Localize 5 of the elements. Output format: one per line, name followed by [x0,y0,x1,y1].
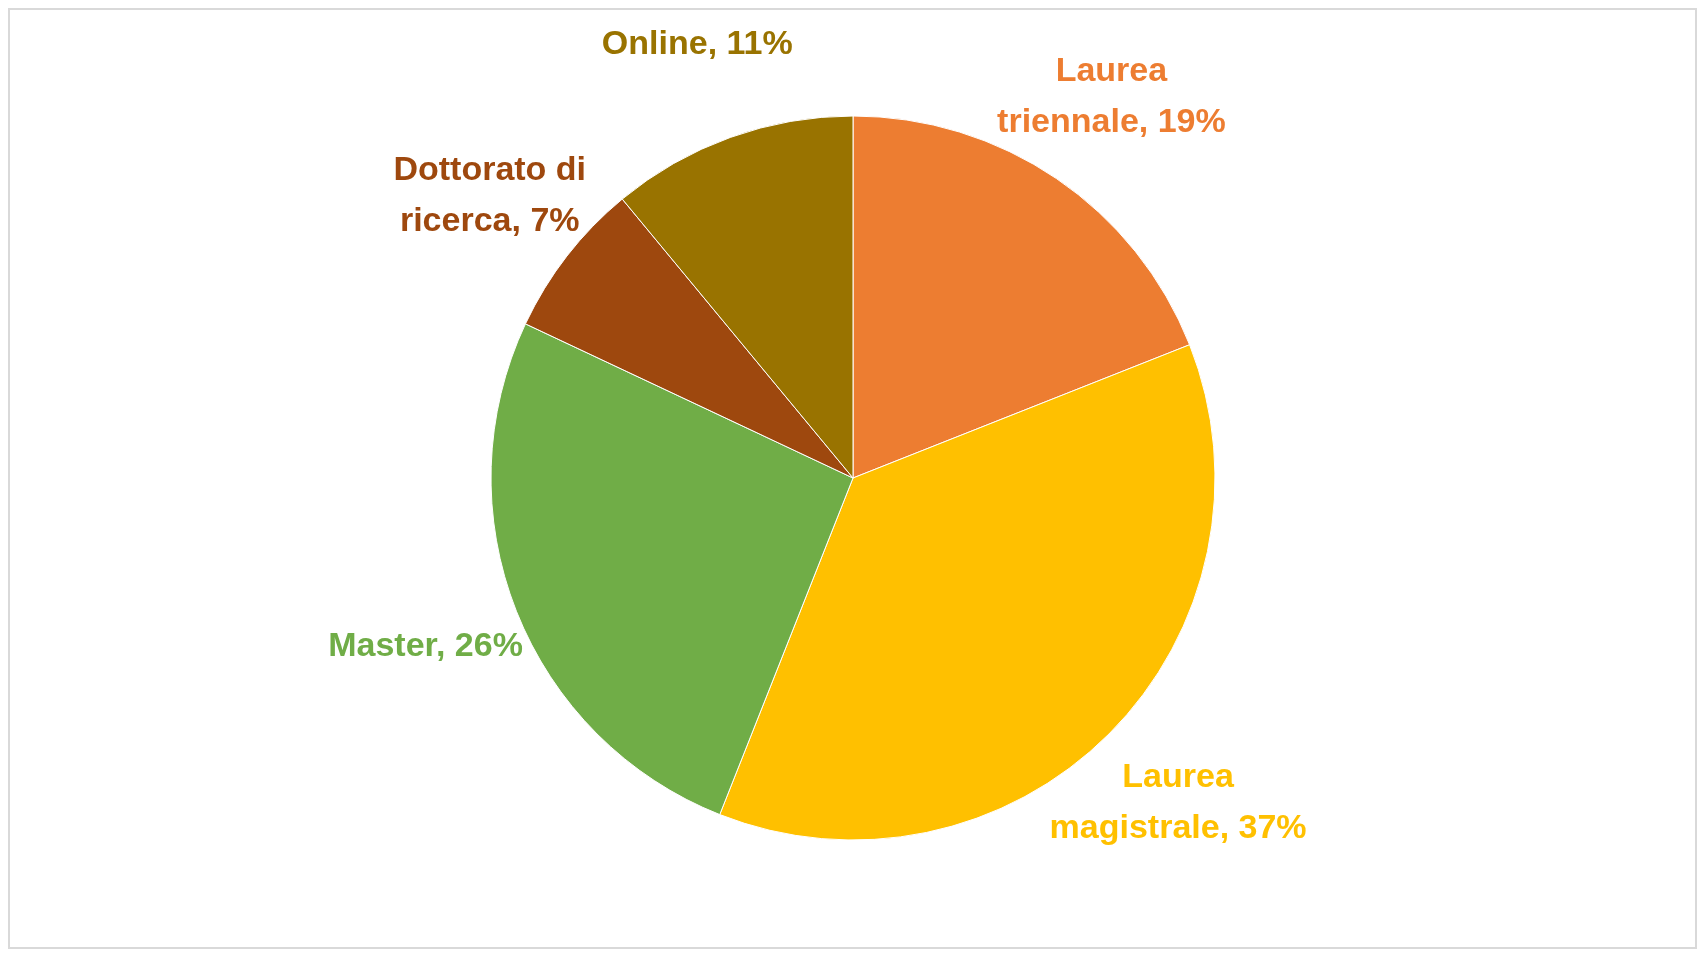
slice-label: Dottorato di ricerca, 7% [393,148,587,238]
slice-label: Online, 11% [601,23,793,62]
slice-label: Laurea triennale, 19% [997,50,1226,140]
slice-label: Master, 26% [328,625,523,664]
slice-label: Laurea magistrale, 37% [1049,755,1307,845]
